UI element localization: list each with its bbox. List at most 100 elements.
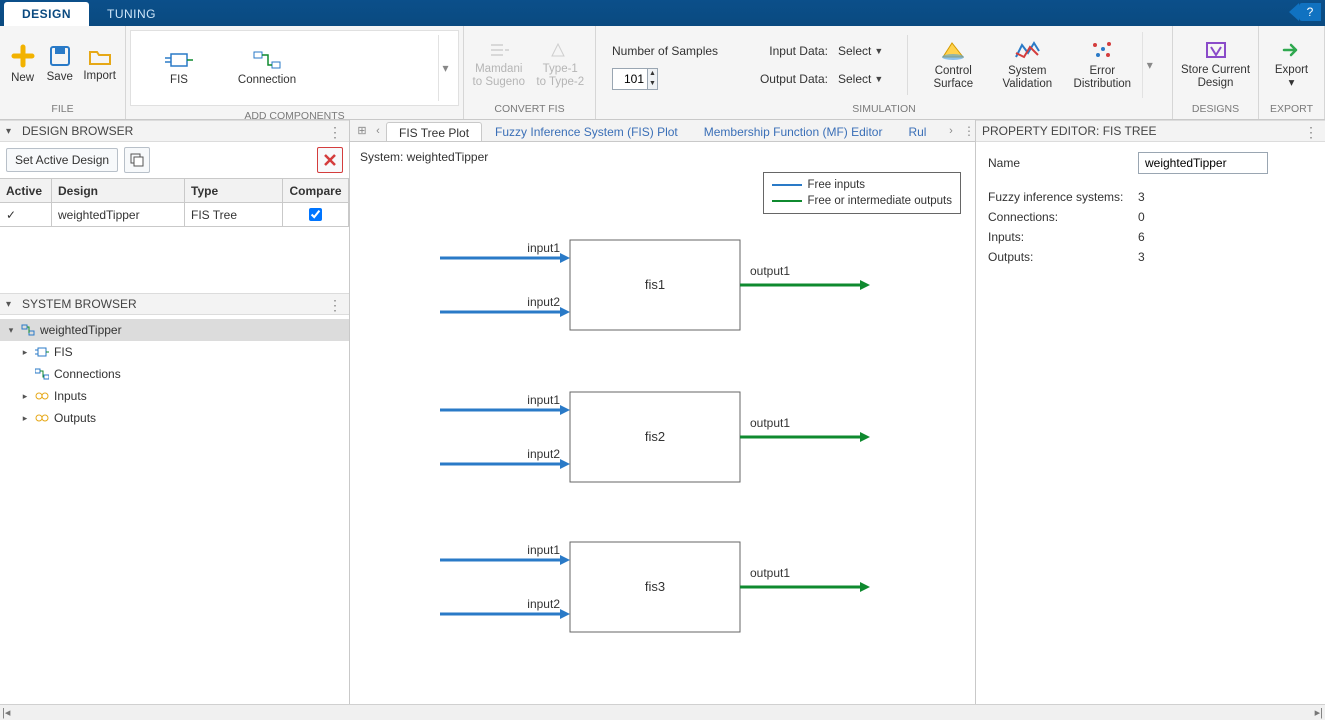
svg-text:input1: input1	[527, 241, 560, 255]
system-validation-button[interactable]: System Validation	[992, 32, 1062, 98]
cell-type: FIS Tree	[185, 203, 283, 227]
property-editor-title: PROPERTY EDITOR: FIS TREE ⋮	[976, 120, 1325, 142]
add-fis-button[interactable]: FIS	[137, 35, 221, 101]
input-data-label: Input Data:	[748, 44, 828, 58]
tree-root[interactable]: ▾weightedTipper	[0, 319, 349, 341]
validation-icon	[1014, 39, 1040, 61]
help-button[interactable]: ?	[1299, 3, 1321, 21]
svg-text:input2: input2	[527, 597, 560, 611]
save-icon	[49, 45, 71, 67]
num-samples-spinner[interactable]: ▲▼	[612, 68, 658, 90]
tree-item[interactable]: ▸Outputs	[0, 407, 349, 429]
num-samples-label: Number of Samples	[612, 44, 742, 58]
delete-design-button[interactable]	[317, 147, 343, 173]
convert2-icon	[549, 41, 571, 59]
table-row[interactable]: ✓ weightedTipper FIS Tree	[0, 203, 349, 227]
tab-nav-prev[interactable]: ‹	[370, 122, 386, 140]
design-browser-title: ▾ DESIGN BROWSER ⋮	[0, 120, 349, 142]
tab-menu-icon[interactable]: ⋮	[963, 124, 975, 138]
tab-tuning[interactable]: TUNING	[89, 2, 174, 26]
panel-menu-icon[interactable]: ⋮	[1304, 124, 1319, 141]
plus-icon	[11, 44, 35, 68]
fis-icon	[165, 50, 193, 70]
prop-row: Fuzzy inference systems:3	[988, 190, 1313, 204]
export-group-label: EXPORT	[1259, 103, 1324, 119]
tab-design[interactable]: DESIGN	[4, 2, 89, 26]
tree-item[interactable]: ▸Inputs	[0, 385, 349, 407]
prop-key: Connections:	[988, 210, 1138, 224]
tab-nav-next[interactable]: ›	[943, 122, 959, 140]
svg-text:input1: input1	[527, 393, 560, 407]
horizontal-scrollbar[interactable]: |◂ ▸|	[0, 704, 1325, 720]
cell-design: weightedTipper	[52, 203, 185, 227]
svg-text:input2: input2	[527, 295, 560, 309]
num-samples-input[interactable]	[613, 69, 647, 89]
convert-icon	[488, 41, 510, 59]
copy-icon	[130, 153, 144, 167]
system-browser-title: ▾ SYSTEM BROWSER ⋮	[0, 293, 349, 315]
prop-value: 3	[1138, 250, 1145, 264]
control-surface-button[interactable]: Control Surface	[918, 32, 988, 98]
svg-text:fis3: fis3	[645, 579, 665, 594]
prop-value: 6	[1138, 230, 1145, 244]
svg-text:input1: input1	[527, 543, 560, 557]
output-data-select[interactable]: Select▼	[834, 70, 887, 88]
compare-checkbox[interactable]	[309, 208, 322, 221]
prop-name-input[interactable]	[1138, 152, 1268, 174]
export-button[interactable]: Export▾	[1265, 32, 1318, 98]
svg-text:output1: output1	[750, 264, 790, 278]
type1-to-type2-button: Type-1to Type-2	[532, 32, 590, 98]
col-active: Active	[0, 179, 52, 203]
tree-icon	[20, 322, 36, 338]
doc-tab-fisplot[interactable]: Fuzzy Inference System (FIS) Plot	[482, 121, 691, 141]
collapse-icon[interactable]: ▾	[6, 299, 16, 310]
scroll-right-icon[interactable]: ▸|	[1315, 706, 1323, 719]
tree-item-icon	[34, 388, 50, 404]
export-icon	[1280, 40, 1304, 60]
panel-menu-icon[interactable]: ⋮	[328, 124, 343, 141]
error-distribution-button[interactable]: Error Distribution	[1066, 32, 1138, 98]
svg-text:fis1: fis1	[645, 277, 665, 292]
spin-up[interactable]: ▲	[648, 69, 657, 79]
save-button[interactable]: Save	[43, 32, 76, 98]
prop-value: 0	[1138, 210, 1145, 224]
design-grid: Active Design Type Compare ✓ weightedTip…	[0, 178, 349, 293]
set-active-design-button[interactable]: Set Active Design	[6, 148, 118, 172]
surface-icon	[940, 39, 966, 61]
import-button[interactable]: Import	[80, 32, 119, 98]
collapse-icon[interactable]: ▾	[6, 126, 16, 137]
add-connection-button[interactable]: Connection	[225, 35, 309, 101]
copy-design-button[interactable]	[124, 147, 150, 173]
system-tree: ▾weightedTipper▸FISConnections▸Inputs▸Ou…	[0, 315, 349, 704]
prop-name-label: Name	[988, 156, 1138, 170]
error-dist-icon	[1089, 39, 1115, 61]
prop-key: Outputs:	[988, 250, 1138, 264]
main-tab-bar: DESIGN TUNING ?	[0, 0, 1325, 26]
svg-text:output1: output1	[750, 416, 790, 430]
delete-icon	[323, 153, 337, 167]
cell-active: ✓	[0, 203, 52, 227]
svg-text:output1: output1	[750, 566, 790, 580]
document-tabs: ⊞ ‹ FIS Tree PlotFuzzy Inference System …	[350, 120, 975, 142]
simulation-dropdown[interactable]: ▾	[1142, 32, 1156, 98]
prop-row: Outputs:3	[988, 250, 1313, 264]
doc-tab-rule[interactable]: Rul	[895, 121, 939, 141]
new-button[interactable]: New	[6, 32, 39, 98]
panel-menu-icon[interactable]: ⋮	[328, 297, 343, 314]
tree-item[interactable]: ▸FIS	[0, 341, 349, 363]
tree-item-icon	[34, 366, 50, 382]
connection-icon	[253, 50, 281, 70]
store-design-button[interactable]: Store CurrentDesign	[1179, 32, 1252, 98]
prop-key: Fuzzy inference systems:	[988, 190, 1138, 204]
input-data-select[interactable]: Select▼	[834, 42, 887, 60]
tree-item-icon	[34, 410, 50, 426]
scroll-left-icon[interactable]: |◂	[2, 706, 10, 719]
tree-item[interactable]: Connections	[0, 363, 349, 385]
spin-down[interactable]: ▼	[648, 79, 657, 89]
add-components-dropdown[interactable]: ▾	[438, 35, 452, 101]
fis-tree-canvas[interactable]: System: weightedTipper Free inputs Free …	[350, 142, 975, 704]
cell-compare[interactable]	[283, 203, 349, 227]
doc-tab-mf[interactable]: Membership Function (MF) Editor	[691, 121, 896, 141]
tab-nav-left[interactable]: ⊞	[354, 122, 370, 140]
doc-tab-fistree[interactable]: FIS Tree Plot	[386, 122, 482, 141]
